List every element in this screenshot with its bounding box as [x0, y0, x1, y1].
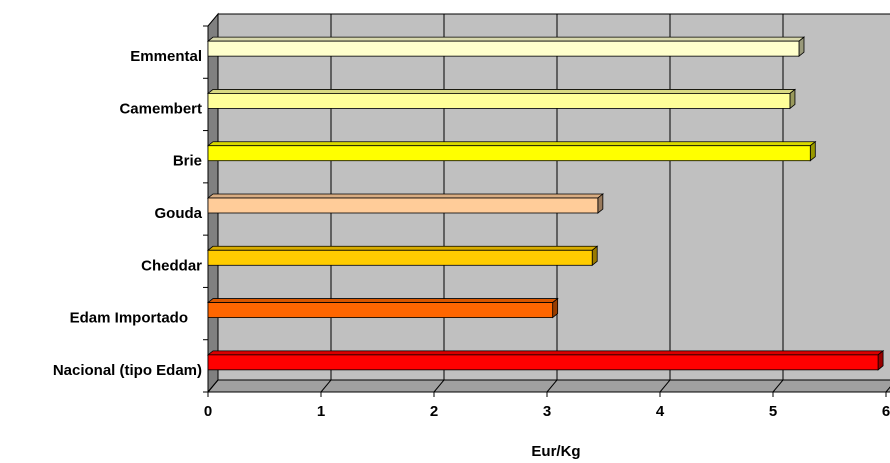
- y-tick-label: Nacional (tipo Edam): [53, 362, 202, 379]
- floor-grid-line: [320, 379, 332, 393]
- y-tick-label: Emmental: [130, 48, 202, 65]
- floor-grid-line: [885, 386, 890, 393]
- floor-grid-line: [772, 379, 784, 393]
- y-tick-label: Gouda: [155, 205, 203, 222]
- bar-top: [206, 245, 599, 251]
- y-tick-label: Edam Importado: [70, 310, 188, 327]
- floor-grid-line: [659, 379, 671, 393]
- y-tick-label: Camembert: [119, 100, 202, 117]
- bar-top: [206, 350, 885, 356]
- bar: [207, 249, 593, 266]
- bar-top: [206, 298, 559, 303]
- bar-top: [206, 193, 604, 199]
- y-tick-label: Brie: [173, 153, 202, 170]
- x-tick-label: 3: [543, 403, 551, 420]
- bar-top: [206, 36, 806, 42]
- bar: [207, 145, 811, 162]
- bar: [207, 93, 791, 109]
- floor-grid-line: [433, 379, 445, 393]
- bar: [207, 354, 879, 371]
- bar-top: [206, 89, 797, 94]
- x-tick-label: 4: [656, 403, 665, 420]
- floor-grid-line: [207, 379, 219, 393]
- y-tick-label: Cheddar: [141, 257, 202, 274]
- bar: [207, 40, 800, 57]
- x-tick-label: 6: [882, 403, 890, 420]
- bar-top: [206, 141, 817, 147]
- floor-grid-line: [546, 379, 558, 393]
- x-tick-label: 1: [317, 403, 325, 420]
- x-tick-label: 2: [430, 403, 438, 420]
- bar: [207, 302, 554, 318]
- x-tick-label: 0: [204, 403, 212, 420]
- x-tick-label: 5: [769, 403, 777, 420]
- bar: [207, 197, 599, 214]
- x-axis-title: Eur/Kg: [531, 443, 580, 460]
